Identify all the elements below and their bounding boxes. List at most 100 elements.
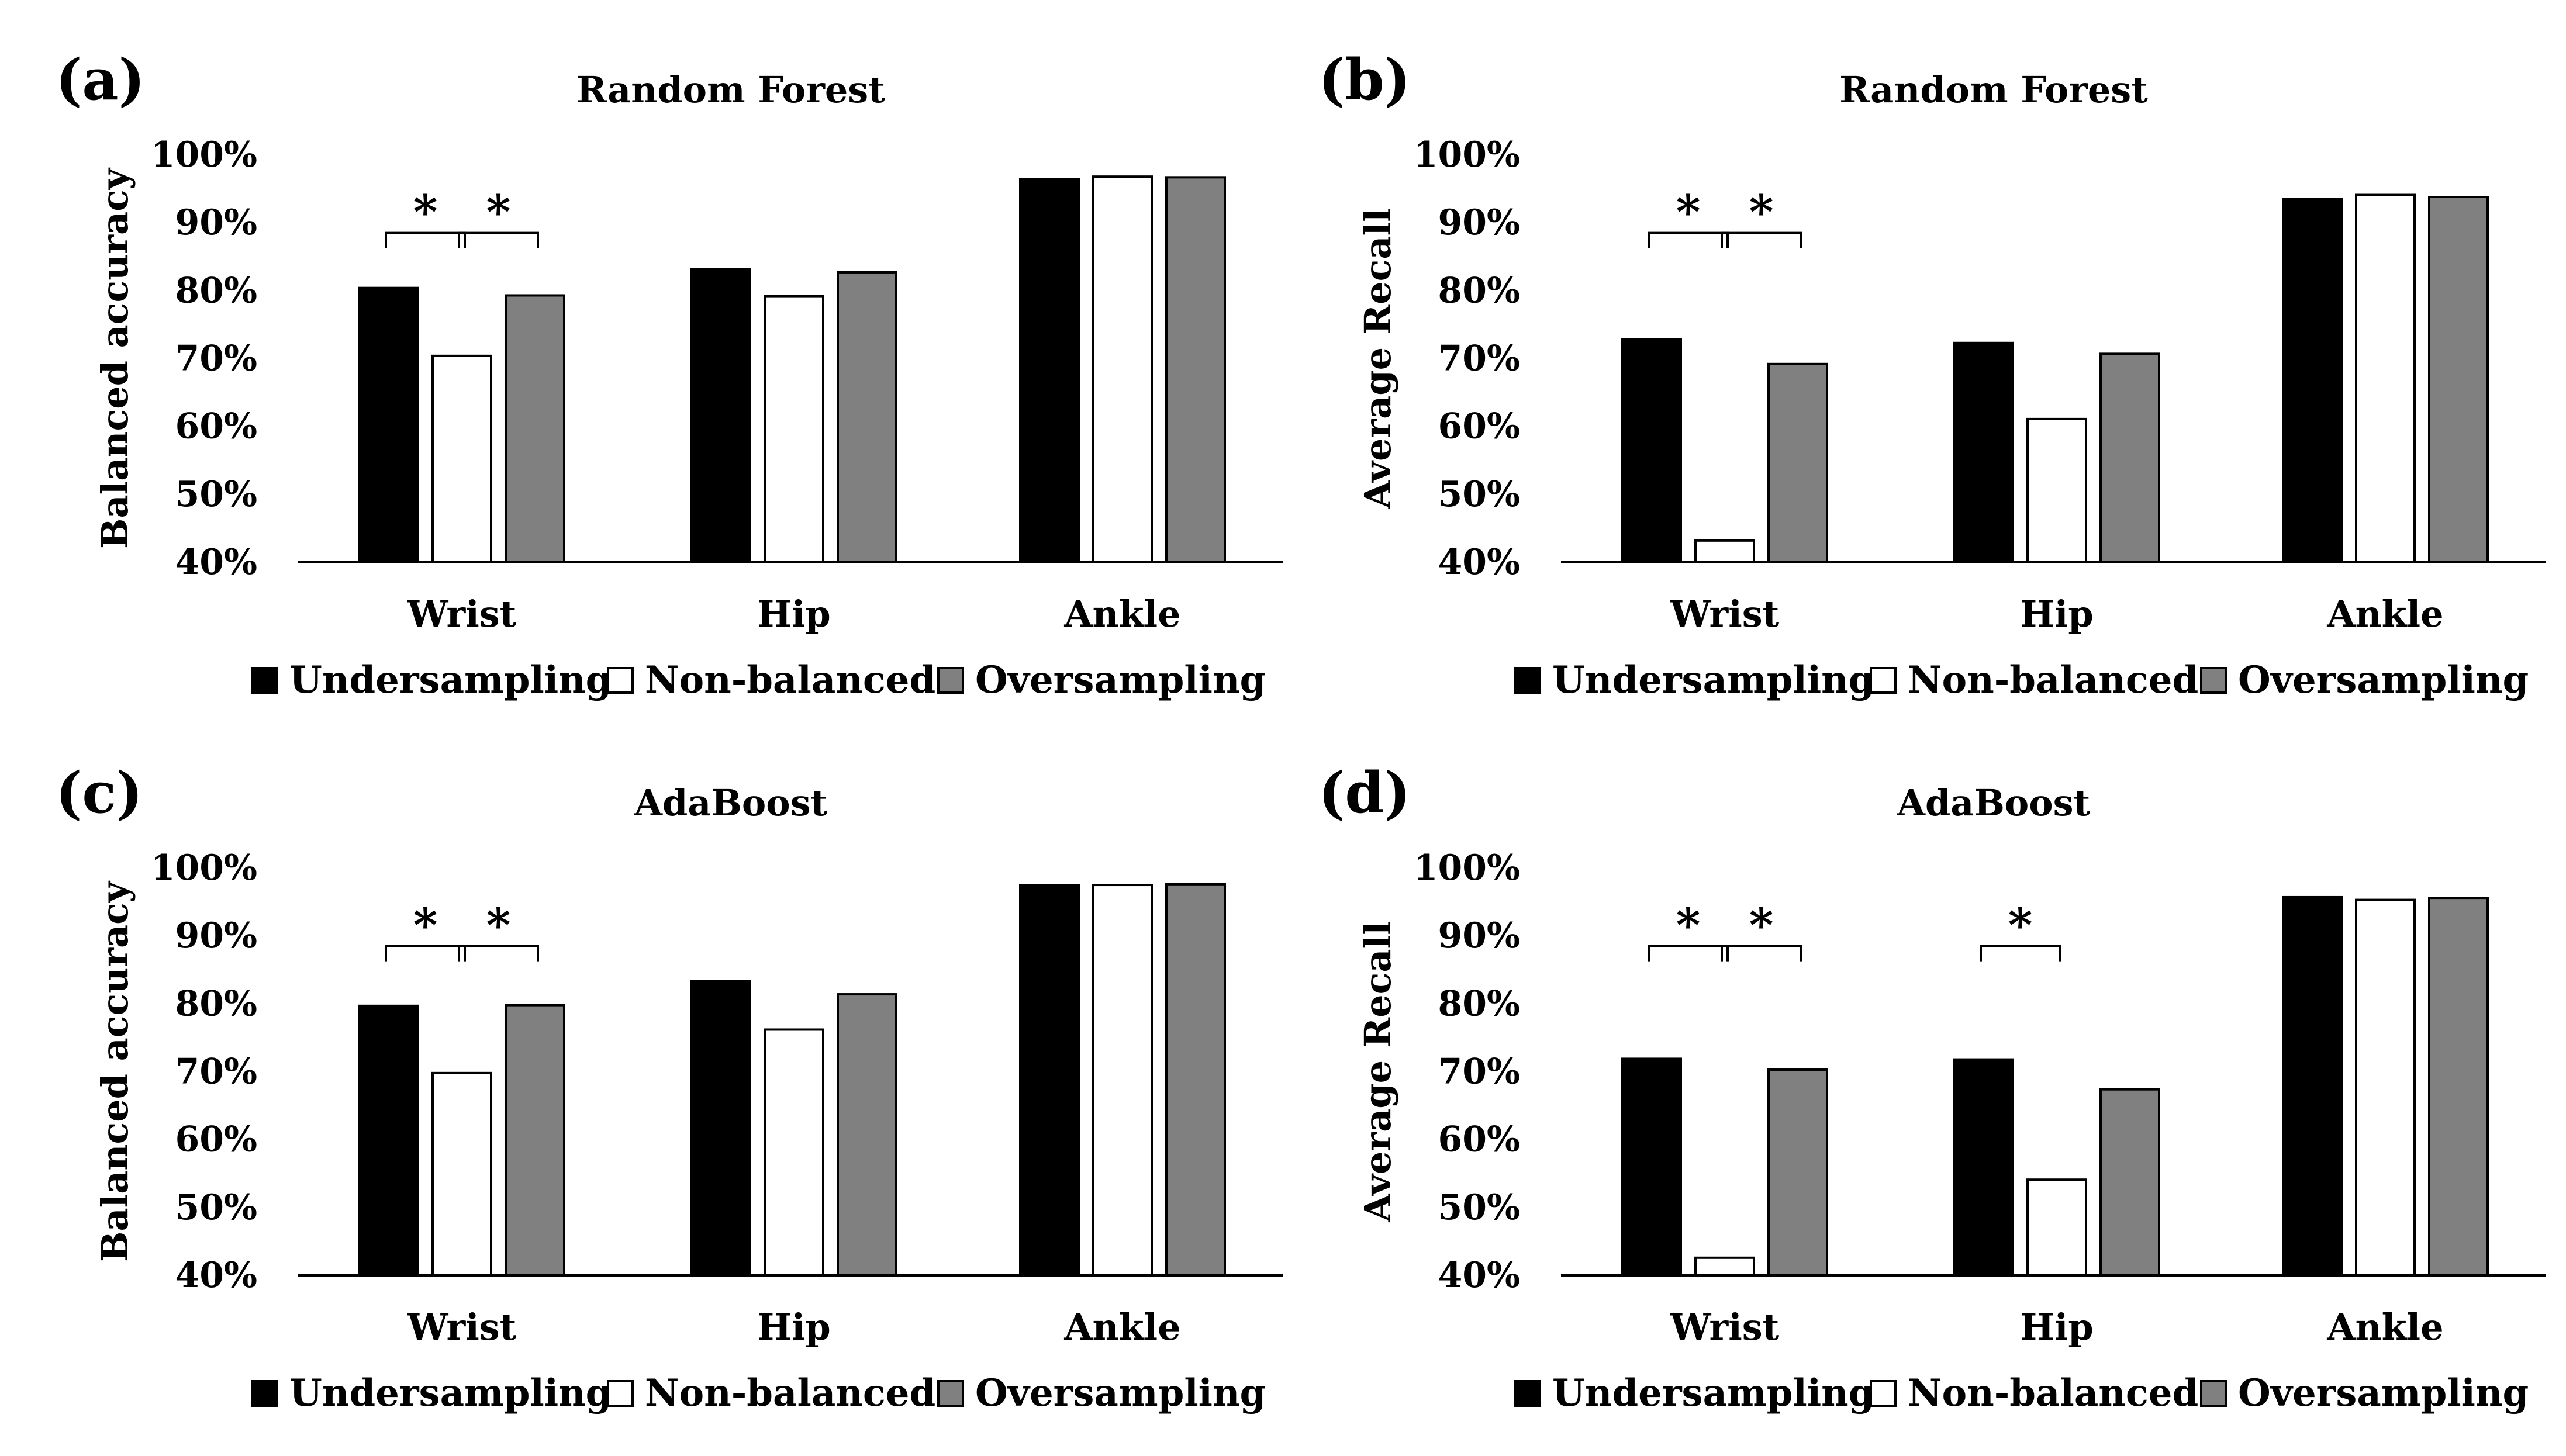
- significance-star: *: [486, 898, 511, 953]
- x-tick-label: Ankle: [2326, 593, 2443, 635]
- y-tick-label: 50%: [175, 474, 257, 515]
- chart-title: AdaBoost: [634, 781, 828, 824]
- bar-undersampling-wrist: [358, 1004, 419, 1277]
- bar-undersampling-ankle: [2282, 895, 2343, 1277]
- significance-bracket: [1648, 945, 1729, 962]
- x-tick-label: Wrist: [407, 1306, 517, 1348]
- legend-label: Oversampling: [975, 658, 1266, 702]
- legend-label: Undersampling: [289, 658, 612, 702]
- bar-oversampling-wrist: [1767, 1068, 1828, 1277]
- bar-non-balanced-ankle: [1092, 884, 1153, 1277]
- y-axis-label: Average Recall: [1356, 921, 1399, 1222]
- bar-oversampling-wrist: [505, 294, 565, 563]
- y-tick-label: 50%: [175, 1187, 257, 1228]
- y-tick-label: 50%: [1438, 474, 1520, 515]
- significance-star: *: [486, 185, 511, 240]
- legend-swatch-non-balanced: [607, 667, 634, 694]
- significance-bracket: [1721, 231, 1802, 248]
- y-axis-label: Balanced accuracy: [94, 167, 136, 549]
- legend-swatch-oversampling: [2200, 1380, 2227, 1407]
- x-tick-label: Wrist: [407, 593, 517, 635]
- bar-oversampling-ankle: [1165, 883, 1226, 1277]
- legend-swatch-oversampling: [937, 667, 964, 694]
- bar-non-balanced-hip: [2026, 417, 2087, 563]
- chart-panel-4: (d) AdaBoost 40% 50% 60% 70% 80% 90% 100% Average…: [1318, 760, 2546, 1415]
- bar-undersampling-ankle: [2282, 198, 2343, 563]
- significance-star: *: [1676, 898, 1701, 953]
- legend-swatch-non-balanced: [607, 1380, 634, 1407]
- y-tick-label: 80%: [175, 270, 257, 311]
- y-tick-label: 60%: [1438, 1119, 1520, 1160]
- legend-swatch-undersampling: [251, 1380, 278, 1407]
- legend-swatch-undersampling: [251, 667, 278, 694]
- bar-non-balanced-wrist: [1694, 1256, 1755, 1277]
- legend-label: Oversampling: [975, 1371, 1266, 1415]
- bar-non-balanced-hip: [2026, 1178, 2087, 1277]
- y-tick-label: 70%: [1438, 338, 1520, 379]
- y-tick-label: 80%: [1438, 270, 1520, 311]
- y-tick-label: 40%: [175, 1255, 257, 1296]
- significance-star: *: [1749, 185, 1774, 240]
- significance-star: *: [413, 185, 438, 240]
- bar-non-balanced-wrist: [1694, 539, 1755, 563]
- bar-undersampling-hip: [1953, 341, 2014, 563]
- y-tick-label: 60%: [175, 1119, 257, 1160]
- legend-label: Undersampling: [1552, 658, 1874, 702]
- y-tick-label: 100%: [1414, 848, 1520, 888]
- legend-label: Oversampling: [2238, 1371, 2529, 1415]
- bar-undersampling-hip: [690, 980, 751, 1277]
- bar-undersampling-wrist: [1621, 338, 1682, 563]
- panel-letter: (b): [1318, 47, 1411, 113]
- y-tick-label: 90%: [1438, 202, 1520, 243]
- y-axis-label: Average Recall: [1356, 208, 1399, 509]
- legend-label: Non-balanced: [645, 1371, 935, 1415]
- significance-bracket: [458, 231, 539, 248]
- bar-undersampling-wrist: [1621, 1057, 1682, 1277]
- bar-oversampling-hip: [2099, 1088, 2160, 1277]
- y-tick-label: 100%: [151, 848, 257, 888]
- x-tick-label: Wrist: [1670, 593, 1780, 635]
- panel-letter: (c): [56, 760, 143, 826]
- y-tick-label: 70%: [1438, 1052, 1520, 1092]
- legend-label: Non-balanced: [1908, 658, 2198, 702]
- bar-undersampling-hip: [690, 268, 751, 563]
- y-tick-label: 50%: [1438, 1187, 1520, 1228]
- bar-non-balanced-hip: [764, 295, 824, 563]
- bar-oversampling-hip: [2099, 352, 2160, 563]
- bar-non-balanced-ankle: [1092, 175, 1153, 563]
- bar-non-balanced-wrist: [431, 354, 492, 563]
- legend-swatch-undersampling: [1514, 667, 1541, 694]
- bar-undersampling-ankle: [1019, 884, 1080, 1277]
- bar-undersampling-wrist: [358, 286, 419, 563]
- significance-bracket: [1648, 231, 1729, 248]
- y-tick-label: 40%: [1438, 1255, 1520, 1296]
- significance-bracket: [1721, 945, 1802, 962]
- x-tick-label: Hip: [757, 593, 830, 635]
- legend-label: Undersampling: [289, 1371, 612, 1415]
- bar-oversampling-wrist: [505, 1004, 565, 1277]
- chart-panel-2: (b) Random Forest 40% 50% 60% 70% 80% 90% 100% Av…: [1318, 47, 2546, 702]
- y-tick-label: 80%: [175, 983, 257, 1024]
- significance-star: *: [2008, 898, 2033, 953]
- y-tick-label: 80%: [1438, 983, 1520, 1024]
- significance-bracket: [385, 231, 466, 248]
- legend-swatch-non-balanced: [1870, 667, 1897, 694]
- legend-label: Non-balanced: [1908, 1371, 2198, 1415]
- legend-label: Undersampling: [1552, 1371, 1874, 1415]
- chart-title: AdaBoost: [1897, 781, 2091, 824]
- bar-oversampling-ankle: [2428, 196, 2489, 564]
- x-tick-label: Wrist: [1670, 1306, 1780, 1348]
- significance-bracket: [458, 945, 539, 962]
- legend-swatch-non-balanced: [1870, 1380, 1897, 1407]
- bar-oversampling-wrist: [1767, 362, 1828, 563]
- y-tick-label: 60%: [1438, 406, 1520, 447]
- chart-title: Random Forest: [1839, 68, 2148, 111]
- chart-panel-3: (c) AdaBoost 40% 50% 60% 70% 80% 90% 100% Balance…: [56, 760, 1283, 1415]
- y-tick-label: 70%: [175, 338, 257, 379]
- bar-undersampling-hip: [1953, 1058, 2014, 1277]
- legend-swatch-oversampling: [937, 1380, 964, 1407]
- bar-oversampling-ankle: [2428, 897, 2489, 1277]
- panel-letter: (d): [1318, 760, 1411, 826]
- y-tick-label: 90%: [175, 915, 257, 956]
